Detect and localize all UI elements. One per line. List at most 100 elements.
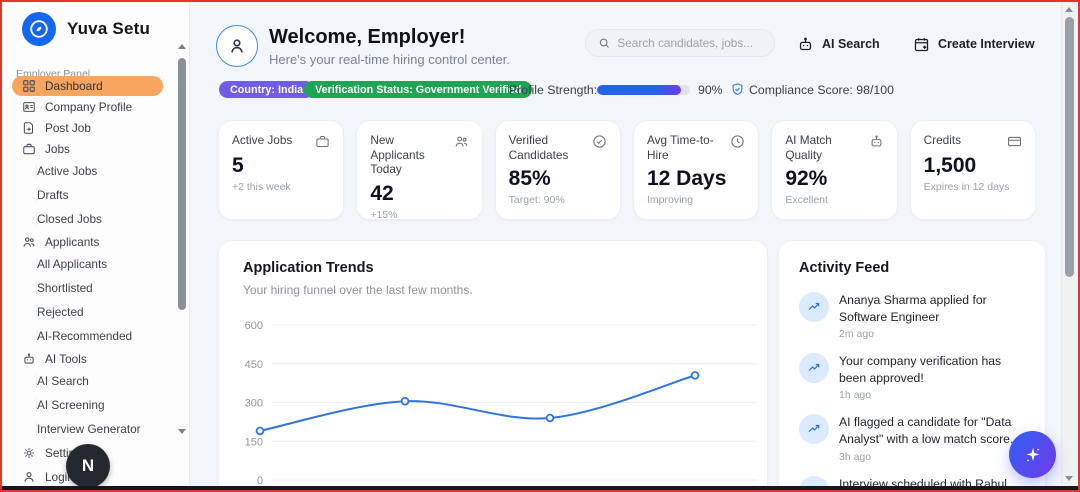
activity-text: Ananya Sharma applied for Software Engin…: [839, 293, 987, 324]
scroll-down-arrow-icon[interactable]: [1065, 476, 1073, 481]
gear-icon: [24, 448, 34, 458]
person-icon: [231, 39, 243, 53]
sidebar-item-applicants[interactable]: Applicants: [2, 231, 175, 252]
stat-sub: Improving: [646, 194, 694, 207]
sidebar-item-ai-tools[interactable]: AI Tools: [2, 348, 175, 369]
sidebar-item-label: Interview Generator: [36, 422, 141, 436]
sidebar-scrollbar[interactable]: [177, 44, 187, 434]
chart-title: Application Trends: [243, 260, 374, 276]
sidebar-item-all-applicants[interactable]: All Applicants: [2, 252, 175, 276]
trends-chart: 0 150 300 450 600: [233, 303, 763, 492]
dashboard-grid-icon: [23, 80, 35, 92]
stat-card-verified-candidates[interactable]: Verified Candidates 85% Target: 90%: [494, 120, 621, 220]
sidebar: Yuva Setu Employer Panel Dashboard Compa…: [2, 2, 190, 486]
shield-check-icon: [730, 82, 745, 97]
sidebar-item-ai-recommended[interactable]: AI-Recommended: [2, 324, 175, 348]
trends-chart-svg: 0 150 300 450 600: [245, 320, 757, 487]
svg-text:0: 0: [257, 475, 263, 487]
sparkles-icon: [1026, 447, 1039, 461]
scroll-up-arrow-icon[interactable]: [1065, 7, 1073, 12]
svg-text:150: 150: [245, 436, 263, 448]
sidebar-item-company-profile[interactable]: Company Profile: [2, 96, 175, 117]
page-subtitle: Here's your real-time hiring control cen…: [269, 52, 510, 67]
n-overlay-badge[interactable]: N: [66, 444, 110, 488]
activity-item[interactable]: Your company verification has been appro…: [799, 353, 1031, 401]
main-scrollbar[interactable]: [1061, 3, 1076, 485]
sidebar-item-jobs[interactable]: Jobs: [2, 138, 175, 159]
sidebar-item-rejected[interactable]: Rejected: [2, 300, 175, 324]
sidebar-item-interview-generator[interactable]: Interview Generator: [2, 417, 175, 441]
stat-value: 92%: [785, 167, 828, 191]
robot-icon: [799, 37, 812, 50]
stat-card-ai-match-quality[interactable]: AI Match Quality 92% Excellent: [771, 120, 898, 220]
file-plus-icon: [23, 121, 34, 134]
profile-strength-value: 90%: [698, 83, 723, 97]
activity-item[interactable]: AI flagged a candidate for "Data Analyst…: [799, 414, 1031, 463]
sidebar-item-label: AI Tools: [45, 351, 87, 366]
activity-text: Your company verification has been appro…: [839, 354, 1002, 385]
sidebar-item-label: AI-Recommended: [36, 329, 133, 343]
stat-value: 85%: [508, 167, 551, 191]
user-icon: [24, 472, 34, 482]
main-content: Welcome, Employer! Here's your real-time…: [191, 2, 1056, 492]
sidebar-item-label: Company Profile: [45, 99, 133, 114]
sidebar-item-label: Post Job: [45, 120, 91, 135]
sidebar-item-post-job[interactable]: Post Job: [2, 117, 175, 138]
window-bottom-edge: [2, 486, 1078, 490]
verification-status-badge: Verification Status: Government Verified: [304, 81, 533, 98]
trending-up-icon: [799, 292, 829, 322]
stat-value: 12 Days: [646, 167, 727, 191]
users-icon: [455, 136, 467, 147]
sidebar-item-closed-jobs[interactable]: Closed Jobs: [2, 207, 175, 231]
activity-text: AI flagged a candidate for "Data Analyst…: [839, 415, 1014, 446]
stat-card-new-applicants[interactable]: New Applicants Today 42 +15%: [356, 120, 483, 222]
sidebar-item-ai-screening[interactable]: AI Screening: [2, 393, 175, 417]
stat-value: 1,500: [923, 154, 977, 177]
stat-sub: Target: 90%: [508, 194, 565, 207]
scroll-down-arrow-icon[interactable]: [178, 429, 186, 434]
profile-strength-fill: [597, 85, 681, 95]
sidebar-item-drafts[interactable]: Drafts: [2, 183, 175, 207]
sidebar-item-dashboard[interactable]: Dashboard: [12, 76, 163, 96]
search-input[interactable]: [617, 36, 762, 50]
profile-strength-bar: [597, 85, 690, 95]
sidebar-item-shortlisted[interactable]: Shortlisted: [2, 276, 175, 300]
stat-value: 42: [370, 182, 394, 206]
sidebar-item-label: Drafts: [36, 188, 69, 202]
main-scrollbar-thumb[interactable]: [1064, 17, 1074, 277]
ai-search-button[interactable]: AI Search: [797, 33, 880, 55]
stat-card-credits[interactable]: Credits 1,500 Expires in 12 days: [909, 120, 1036, 220]
search-icon: [599, 38, 609, 48]
svg-text:600: 600: [245, 320, 263, 332]
sidebar-item-active-jobs[interactable]: Active Jobs: [2, 159, 175, 183]
sidebar-item-label: Dashboard: [45, 79, 103, 93]
check-circle-icon: [593, 135, 606, 148]
stat-card-avg-time-to-hire[interactable]: Avg Time-to-Hire 12 Days Improving: [632, 120, 760, 220]
create-interview-label: Create Interview: [938, 37, 1035, 51]
ai-assistant-fab-button[interactable]: [1009, 431, 1056, 478]
create-interview-button[interactable]: Create Interview: [913, 33, 1035, 55]
activity-feed-title: Activity Feed: [799, 260, 890, 276]
stat-title: Avg Time-to-Hire: [646, 133, 714, 162]
yuva-setu-logo-icon: [22, 12, 56, 46]
n-badge-label: N: [81, 456, 95, 475]
briefcase-icon: [23, 143, 35, 154]
scroll-up-arrow-icon[interactable]: [178, 44, 186, 49]
trending-up-icon: [799, 353, 829, 384]
sidebar-item-ai-search[interactable]: AI Search: [2, 369, 175, 393]
calendar-plus-icon: [914, 37, 929, 51]
credit-card-icon: [1008, 136, 1021, 147]
application-trends-card: Application Trends Your hiring funnel ov…: [218, 240, 768, 492]
stat-sub: +2 this week: [232, 181, 291, 193]
compliance-score: Compliance Score: 98/100: [749, 83, 894, 97]
country-badge: Country: India: [219, 81, 315, 98]
stat-card-active-jobs[interactable]: Active Jobs 5 +2 this week: [218, 120, 345, 220]
sidebar-scrollbar-thumb[interactable]: [178, 58, 186, 310]
stat-sub: +15%: [370, 209, 398, 222]
app-title: Yuva Setu: [67, 19, 151, 38]
activity-item[interactable]: Ananya Sharma applied for Software Engin…: [799, 292, 1031, 340]
panel-label: Employer Panel: [16, 68, 91, 80]
sidebar-item-label: Active Jobs: [36, 164, 98, 178]
svg-text:300: 300: [245, 398, 263, 410]
briefcase-icon: [316, 135, 329, 148]
